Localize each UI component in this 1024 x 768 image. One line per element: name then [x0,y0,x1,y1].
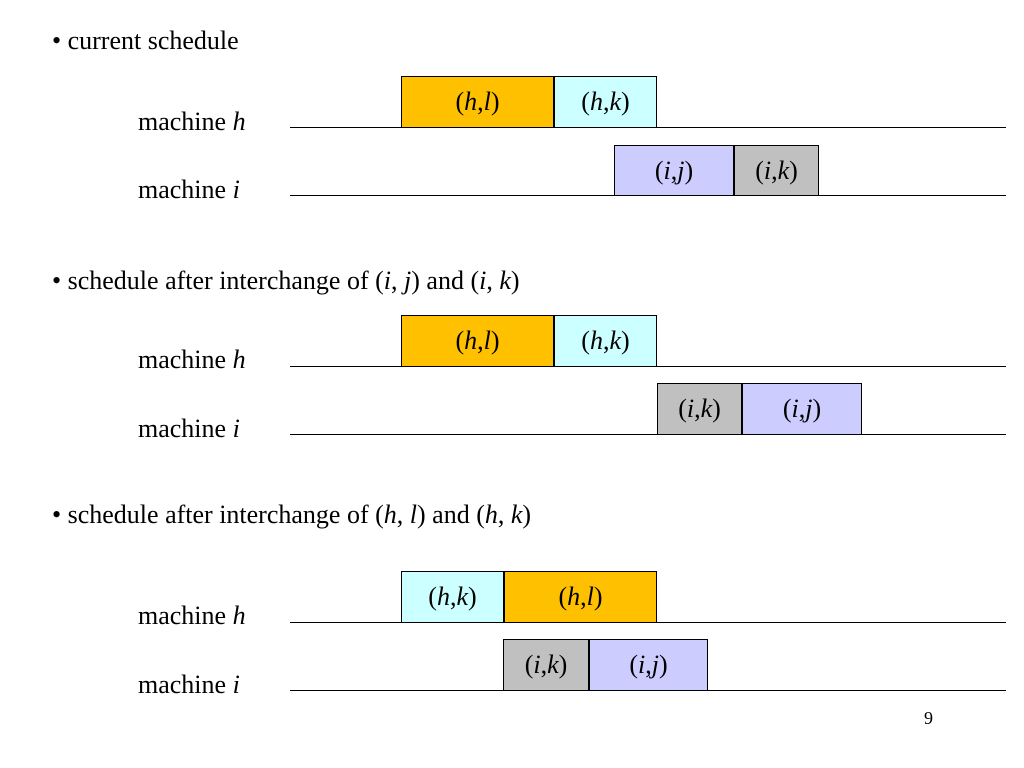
operation-h-k: (h, k) [554,76,657,128]
page-number: 9 [924,708,933,728]
operation-h-k: (h, k) [554,315,657,367]
operation-i-j: (i, j) [614,145,734,196]
operation-h-l: (h, l) [401,315,554,367]
operation-i-j: (i, j) [589,639,708,691]
machine-i-timeline [290,434,1006,435]
section-heading-interchange-hl-hk: • schedule after interchange of (h, l) a… [52,500,532,529]
section-heading-current: • current schedule [52,26,239,55]
section-heading-interchange-ij-ik: • schedule after interchange of (i, j) a… [52,266,520,295]
machine-i-label: machine i [138,175,240,204]
machine-h-label: machine h [138,601,246,630]
operation-i-k: (i, k) [734,145,819,196]
machine-h-label: machine h [138,107,246,136]
operation-i-k: (i, k) [657,383,742,435]
machine-h-label: machine h [138,345,246,374]
operation-h-l: (h, l) [401,76,554,128]
operation-h-l: (h, l) [504,571,657,623]
operation-i-j: (i, j) [742,383,862,435]
operation-i-k: (i, k) [503,639,589,691]
operation-h-k: (h, k) [401,571,504,623]
machine-i-label: machine i [138,414,240,443]
machine-i-label: machine i [138,670,240,699]
